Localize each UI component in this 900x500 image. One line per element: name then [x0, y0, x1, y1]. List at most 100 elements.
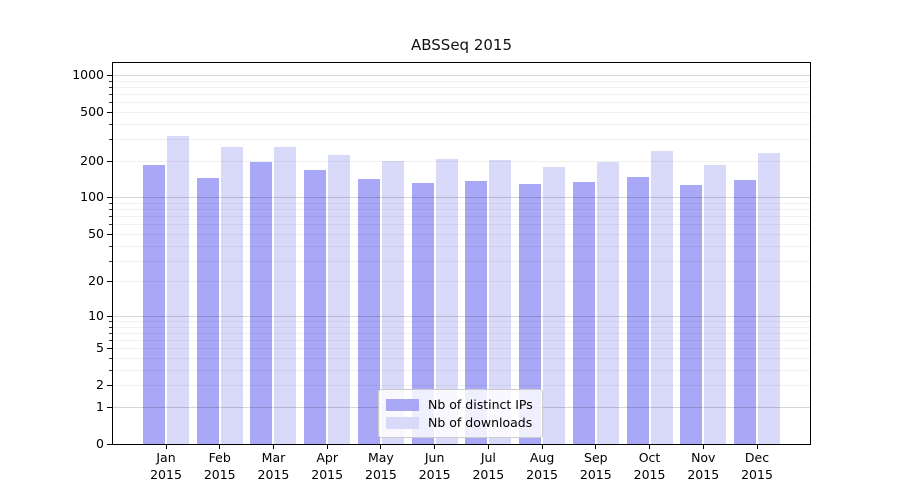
y-tick-label: 500: [80, 103, 104, 119]
x-tick-label: Mar 2015: [233, 450, 313, 483]
x-tick-label: Jul 2015: [448, 450, 528, 483]
x-tick-year: 2015: [203, 466, 236, 482]
x-tick: [756, 445, 758, 449]
chart-title: ABSSeq 2015: [410, 36, 513, 54]
bar-distinct-ips: [196, 177, 219, 444]
gridline-minor: [113, 233, 810, 235]
bar-downloads: [381, 160, 404, 444]
x-tick-month: Apr: [316, 450, 338, 465]
x-tick: [219, 445, 221, 449]
x-tick-month: Mar: [261, 450, 286, 465]
y-tick-minor: [109, 358, 112, 360]
bar-distinct-ips: [734, 179, 756, 444]
x-tick-label: Dec 2015: [717, 450, 797, 483]
bar-distinct-ips: [304, 169, 327, 444]
y-tick-label: 200: [80, 152, 104, 168]
x-tick-month: Jun: [424, 450, 445, 465]
y-tick-minor: [109, 326, 112, 328]
bar-distinct-ips: [519, 184, 542, 444]
y-tick-label: 2: [96, 377, 104, 393]
y-tick: [107, 233, 112, 235]
gridline-minor: [113, 203, 810, 205]
bar-distinct-ips: [411, 183, 434, 444]
gridline-major: [113, 197, 810, 199]
x-tick-month: Jul: [480, 450, 496, 465]
y-tick-minor: [109, 139, 112, 141]
y-tick: [107, 160, 112, 162]
x-tick-month: Oct: [638, 450, 661, 465]
x-tick-year: 2015: [311, 466, 344, 482]
y-tick-minor: [109, 340, 112, 342]
gridline-minor: [113, 260, 810, 262]
y-tick-minor: [109, 321, 112, 322]
x-tick-label: Apr 2015: [287, 450, 367, 483]
x-tick: [487, 445, 489, 449]
gridline-minor: [113, 93, 810, 95]
gridline-minor: [113, 348, 810, 350]
x-tick-month: Jan: [156, 450, 176, 465]
x-tick: [272, 445, 274, 449]
plot-area: [112, 62, 811, 445]
gridline-minor: [113, 224, 810, 226]
x-tick-year: 2015: [150, 466, 182, 482]
y-tick: [107, 281, 112, 283]
x-tick-month: Nov: [691, 450, 716, 465]
gridline-minor: [113, 102, 810, 104]
x-tick-year: 2015: [365, 466, 397, 482]
y-tick-minor: [109, 216, 112, 218]
y-tick-minor: [109, 80, 112, 82]
x-tick-month: Sep: [584, 450, 608, 465]
bar-distinct-ips: [143, 164, 165, 444]
x-tick: [595, 445, 597, 449]
x-tick-label: Feb 2015: [180, 450, 260, 483]
y-tick-label: 1: [96, 398, 104, 414]
x-tick-year: 2015: [472, 466, 505, 482]
y-tick-label: 10: [88, 307, 104, 323]
y-tick-minor: [109, 123, 112, 125]
bar-downloads: [758, 152, 780, 444]
y-tick: [107, 197, 112, 199]
y-tick: [107, 385, 112, 387]
y-tick-minor: [109, 86, 112, 88]
gridline-minor: [113, 216, 810, 218]
x-tick-year: 2015: [741, 466, 773, 482]
y-tick-minor: [109, 93, 112, 95]
y-tick-label: 100: [80, 189, 104, 205]
gridline-minor: [113, 160, 810, 162]
gridline-minor: [113, 281, 810, 283]
x-tick-month: May: [367, 450, 394, 465]
y-tick-label: 20: [88, 273, 104, 289]
x-tick-month: Dec: [744, 450, 770, 465]
y-tick-label: 5: [96, 340, 104, 356]
x-tick-label: Jun 2015: [395, 450, 475, 483]
legend-item: Nb of distinct IPs: [386, 396, 533, 413]
x-tick-year: 2015: [579, 466, 612, 482]
bar-downloads: [704, 164, 727, 444]
bar-downloads: [167, 135, 189, 444]
gridline-minor: [113, 123, 810, 125]
y-tick: [107, 111, 112, 113]
x-tick-year: 2015: [526, 466, 558, 482]
y-tick: [107, 74, 112, 76]
x-tick-label: Oct 2015: [610, 450, 690, 483]
x-tick-label: Aug 2015: [502, 450, 582, 483]
x-tick-month: Feb: [208, 450, 231, 465]
gridline-major: [113, 315, 810, 317]
y-tick-minor: [109, 209, 112, 211]
gridline-minor: [113, 332, 810, 334]
y-tick: [107, 348, 112, 350]
x-tick-year: 2015: [687, 466, 720, 482]
bar-downloads: [435, 159, 458, 444]
gridline-minor: [113, 86, 810, 88]
bar-distinct-ips: [357, 178, 380, 444]
bar-downloads: [328, 154, 351, 444]
legend-swatch-distinct-ips: [386, 398, 419, 411]
y-tick-label: 1000: [72, 66, 104, 82]
y-tick-minor: [109, 245, 112, 247]
bar-downloads: [543, 166, 566, 444]
y-tick: [107, 406, 112, 408]
gridline-minor: [113, 245, 810, 247]
legend-swatch-downloads: [386, 416, 419, 429]
gridline-minor: [113, 321, 810, 322]
x-tick: [541, 445, 543, 449]
